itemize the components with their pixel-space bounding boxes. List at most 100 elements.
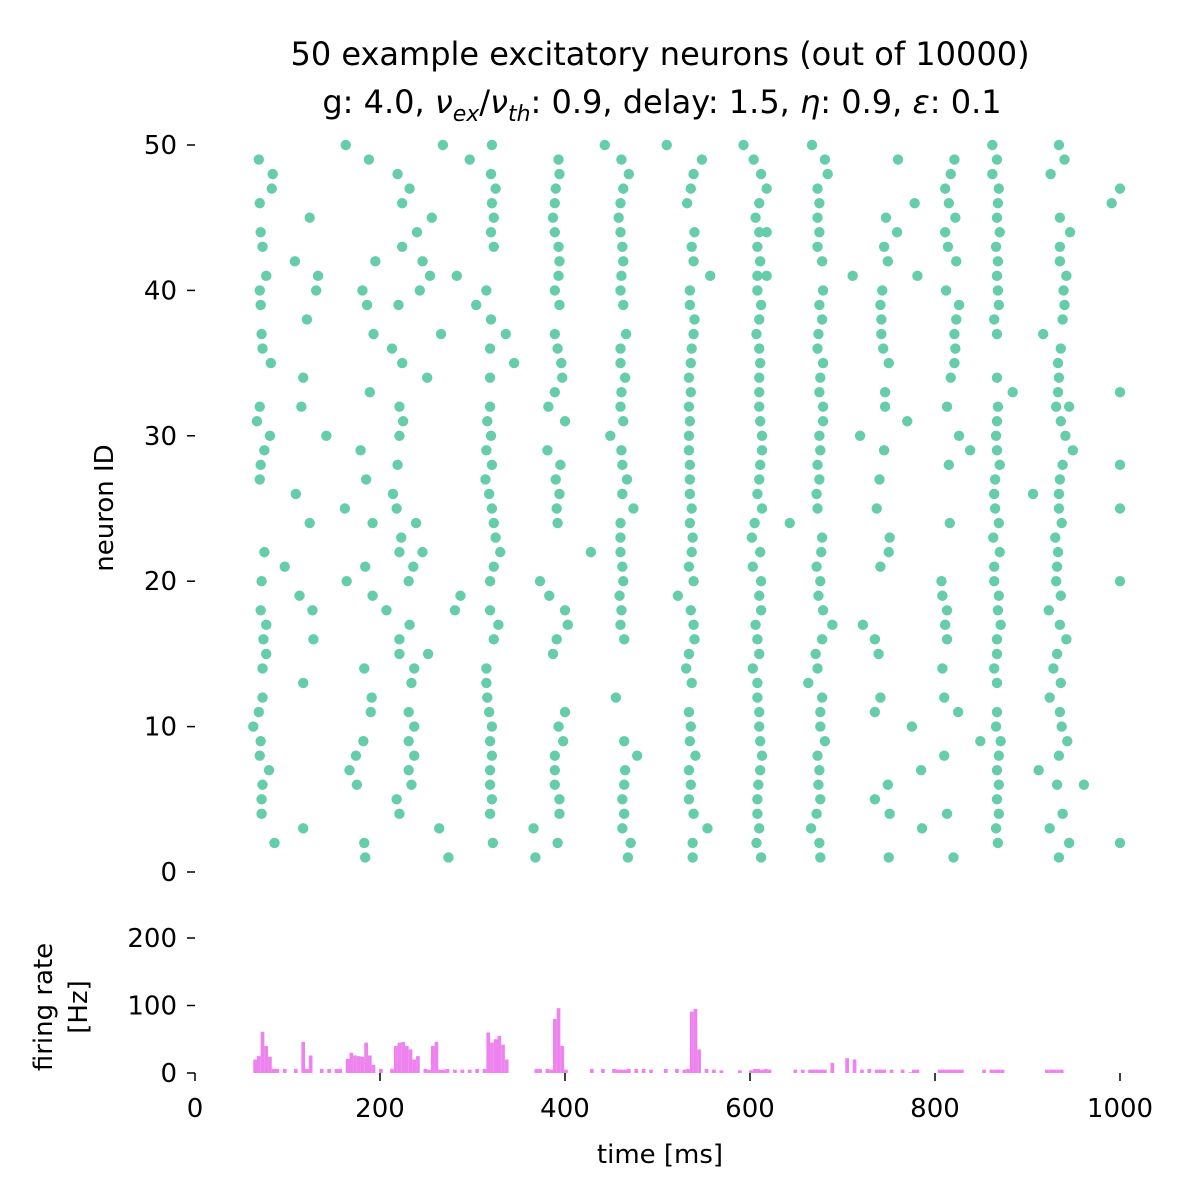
spike-dot [1055, 416, 1067, 427]
rate-bar [867, 1068, 872, 1073]
spike-dot [464, 154, 475, 165]
rate-bar [393, 1046, 398, 1073]
spike-dot [253, 154, 265, 165]
spike-dot [941, 401, 953, 412]
spike-dot [554, 808, 565, 820]
spike-dot [397, 416, 409, 427]
spike-dot [484, 765, 496, 776]
spike-dot [748, 154, 759, 165]
spike-dot [688, 808, 699, 820]
spike-dot [814, 765, 825, 776]
rate-bar [434, 1041, 439, 1073]
spike-dot [975, 735, 986, 747]
spike-dot [615, 546, 626, 558]
rate-bar [682, 1069, 687, 1073]
spike-dot [488, 212, 499, 223]
spike-dot [813, 328, 824, 340]
spike-dot [619, 634, 630, 645]
spike-dot [994, 227, 1005, 238]
spike-dot [945, 372, 956, 383]
spike-dot [263, 765, 275, 776]
spike-dot [426, 212, 437, 223]
spike-dot [534, 576, 546, 587]
spike-dot [417, 546, 428, 558]
rate-bar [275, 1068, 280, 1073]
spike-dot [559, 605, 571, 616]
spike-dot [754, 256, 766, 267]
spike-dot [1051, 779, 1063, 790]
spike-dot [435, 328, 447, 340]
rate-bar [486, 1032, 491, 1073]
spike-dot [688, 256, 699, 267]
spike-dot [619, 765, 631, 776]
spike-dot [752, 285, 763, 296]
spike-dot [486, 794, 498, 805]
spike-dot [261, 648, 272, 660]
title-g-label: g: 4.0, [322, 83, 435, 121]
spike-dot [941, 605, 953, 616]
spike-dot [1054, 474, 1066, 485]
spike-dot [296, 401, 307, 412]
spike-dot [944, 517, 955, 529]
spike-dot [754, 372, 765, 383]
spike-dot [484, 779, 496, 790]
spike-dot [690, 750, 701, 761]
rate-bar [948, 1069, 953, 1073]
spike-dot [987, 139, 998, 151]
rate-bar [697, 1049, 701, 1073]
spike-dot [616, 605, 627, 616]
histogram-ylabel-line1: firing rate [29, 943, 59, 1071]
rate-bar [719, 1070, 724, 1073]
spike-dot [754, 343, 765, 354]
spike-dot [481, 445, 492, 456]
spike-dot [403, 735, 414, 747]
rate-bar [453, 1069, 457, 1073]
raster-ytick-label: 30 [144, 422, 177, 452]
spike-dot [812, 212, 823, 223]
spike-dot [816, 546, 827, 558]
spike-dot [619, 779, 630, 790]
spike-dot [942, 241, 954, 252]
spike-dot [257, 343, 268, 354]
spike-dot [404, 619, 415, 631]
spike-dot [616, 445, 627, 456]
spike-dot [749, 517, 760, 529]
spike-dot [990, 721, 1002, 732]
spike-dot [754, 590, 765, 601]
spike-dot [1063, 401, 1075, 412]
rate-bar [900, 1069, 905, 1073]
spike-dot [752, 808, 763, 820]
spike-dot [1052, 357, 1064, 369]
rate-bar [704, 1068, 709, 1073]
rate-bar [752, 1068, 757, 1073]
spike-dot [321, 430, 332, 441]
rate-bar [301, 1041, 306, 1073]
spike-dot [812, 343, 823, 354]
spike-dot [875, 299, 886, 311]
rate-bar [475, 1068, 479, 1073]
spike-dot [747, 663, 758, 674]
rate-bar [282, 1068, 287, 1073]
spike-dot [455, 590, 466, 601]
title-slash: / [479, 83, 490, 121]
spike-dot [812, 750, 823, 761]
spike-dot [550, 183, 561, 194]
spike-dot [298, 372, 309, 383]
spike-dot [559, 706, 571, 718]
spike-dot [686, 503, 697, 514]
rate-bar [534, 1068, 539, 1073]
spike-dot [500, 328, 511, 340]
spike-dot [254, 197, 265, 209]
spike-dot [869, 706, 881, 718]
rate-bar [556, 1008, 561, 1073]
spike-dot [806, 139, 818, 151]
spike-dot [705, 270, 716, 282]
spike-dot [685, 386, 696, 398]
spike-dot [370, 256, 381, 267]
rate-bar [397, 1042, 402, 1073]
spike-dot [618, 256, 629, 267]
spike-dot [617, 823, 628, 834]
spike-dot [617, 488, 628, 500]
spike-dot [882, 256, 894, 267]
rate-bar [497, 1035, 502, 1073]
